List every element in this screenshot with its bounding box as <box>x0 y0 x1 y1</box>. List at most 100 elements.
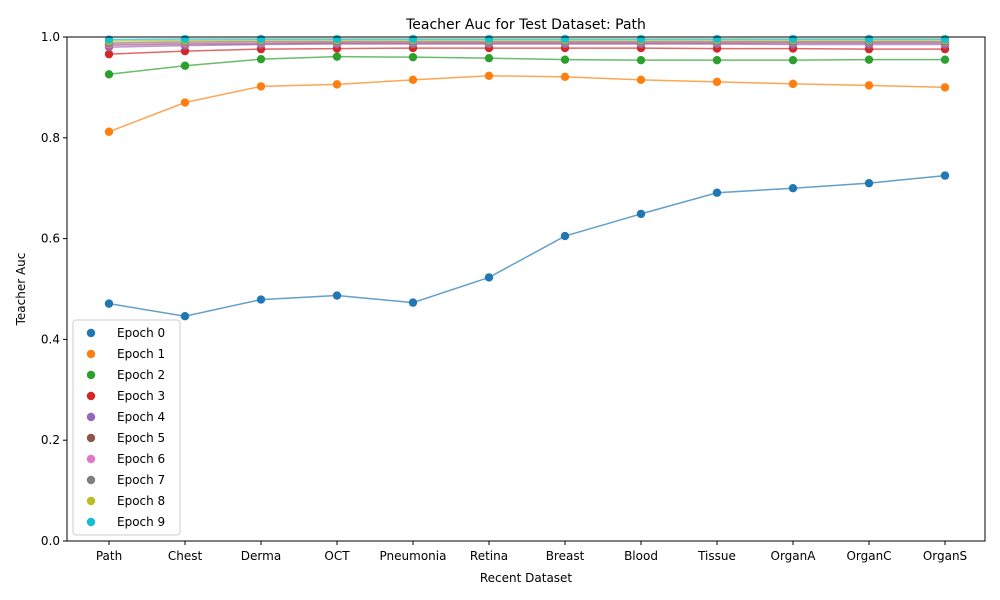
x-axis-label: Recent Dataset <box>480 571 573 585</box>
x-tick-label: Derma <box>241 549 281 563</box>
legend-marker <box>86 517 96 527</box>
data-point <box>256 82 266 91</box>
legend: Epoch 0 Epoch 1 Epoch 2 Epoch 3 Epoch 4 Epoch… <box>72 319 181 536</box>
data-point <box>104 127 114 136</box>
legend-marker <box>86 454 96 464</box>
y-tick-label: 0.6 <box>41 232 60 246</box>
data-point <box>940 171 950 180</box>
x-tick-label: Path <box>96 549 122 563</box>
data-point <box>332 52 342 61</box>
legend-marker <box>86 328 96 338</box>
series-line <box>108 47 945 55</box>
data-point <box>104 299 114 308</box>
data-point <box>712 188 722 197</box>
series-line <box>108 41 945 46</box>
data-point <box>408 298 418 307</box>
y-tick-label: 0.2 <box>41 433 60 447</box>
legend-label: Epoch 4 <box>117 410 165 424</box>
series-line <box>108 174 946 317</box>
data-point <box>788 184 798 193</box>
data-point <box>180 312 190 321</box>
data-point <box>332 80 342 89</box>
y-tick-label: 0.0 <box>41 534 60 548</box>
data-point <box>408 75 418 85</box>
legend-label: Epoch 6 <box>117 452 165 466</box>
legend-label: Epoch 8 <box>117 494 165 508</box>
y-axis-label: Teacher Auc <box>14 253 28 327</box>
series-1 <box>104 71 950 136</box>
legend-label: Epoch 0 <box>117 326 165 340</box>
data-point <box>712 77 722 87</box>
data-point <box>712 55 722 65</box>
data-point <box>180 98 190 107</box>
legend-label: Epoch 2 <box>117 368 165 382</box>
legend-label: Epoch 7 <box>117 473 165 487</box>
plot-area <box>66 34 986 542</box>
data-point <box>864 55 874 64</box>
series-2 <box>104 52 950 79</box>
data-point <box>256 295 266 304</box>
data-point <box>636 209 646 219</box>
data-point <box>408 52 418 62</box>
data-point <box>560 231 570 241</box>
data-point <box>788 79 798 89</box>
series-line <box>108 55 945 76</box>
data-point <box>636 34 646 44</box>
data-point <box>560 55 570 64</box>
legend-label: Epoch 3 <box>117 389 165 403</box>
x-tick-label: Chest <box>168 549 203 563</box>
data-point <box>256 54 266 64</box>
data-point <box>788 34 798 44</box>
data-point <box>864 178 874 188</box>
data-point <box>864 34 874 44</box>
series-line <box>108 75 946 133</box>
series-line <box>108 43 945 48</box>
data-point <box>484 71 494 81</box>
data-point <box>560 34 570 44</box>
x-axis: Path Chest Derma OCT Pneumonia Retina Breast Bl… <box>96 541 967 563</box>
series-0 <box>104 171 950 321</box>
data-point <box>940 83 950 92</box>
legend-label: Epoch 1 <box>117 347 165 361</box>
x-tick-label: Blood <box>624 549 658 563</box>
legend-label: Epoch 5 <box>117 431 165 445</box>
x-tick-label: OrganC <box>846 549 891 563</box>
legend-marker <box>86 475 96 485</box>
plot-frame <box>66 36 986 542</box>
data-point <box>940 34 950 44</box>
legend-marker <box>86 496 96 506</box>
chart-title: Teacher Auc for Test Dataset: Path <box>405 17 646 33</box>
x-tick-label: Retina <box>470 549 508 563</box>
x-tick-label: Pneumonia <box>380 549 447 563</box>
y-axis: 0.0 0.2 0.4 0.6 0.8 1.0 <box>41 30 67 548</box>
data-point <box>180 61 190 70</box>
x-tick-label: OrganS <box>923 549 967 563</box>
legend-marker <box>86 370 96 380</box>
series-line <box>108 39 945 42</box>
data-point <box>104 49 114 59</box>
data-point <box>712 34 722 44</box>
data-point <box>484 34 494 44</box>
x-tick-label: OrganA <box>771 549 817 563</box>
data-point <box>104 70 114 79</box>
data-point <box>940 55 950 64</box>
legend-marker <box>86 412 96 422</box>
data-point <box>636 75 646 85</box>
legend-marker <box>86 433 96 443</box>
legend-marker <box>86 349 96 359</box>
data-point <box>864 81 874 90</box>
legend-marker <box>86 391 96 401</box>
legend-label: Epoch 9 <box>117 515 165 529</box>
data-point <box>484 273 494 282</box>
data-point <box>256 34 266 44</box>
y-tick-label: 0.8 <box>41 131 60 145</box>
data-point <box>788 55 798 65</box>
data-point <box>484 53 494 63</box>
data-point <box>180 34 190 44</box>
y-tick-label: 0.4 <box>41 332 60 346</box>
y-tick-label: 1.0 <box>41 30 60 44</box>
data-point <box>560 72 570 82</box>
series-line <box>108 38 945 41</box>
data-point <box>636 55 646 65</box>
